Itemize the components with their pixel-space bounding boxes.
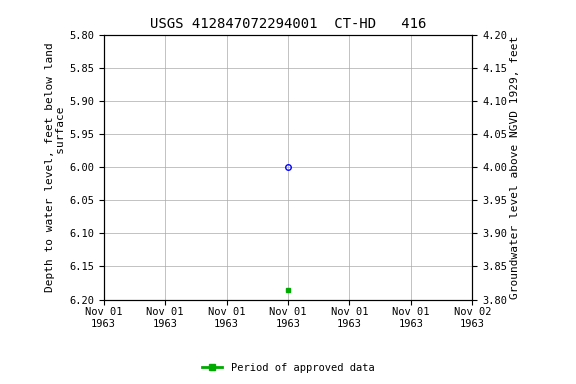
Title: USGS 412847072294001  CT-HD   416: USGS 412847072294001 CT-HD 416 [150,17,426,31]
Y-axis label: Groundwater level above NGVD 1929, feet: Groundwater level above NGVD 1929, feet [510,35,520,299]
Y-axis label: Depth to water level, feet below land
           surface: Depth to water level, feet below land su… [44,42,66,292]
Legend: Period of approved data: Period of approved data [198,359,378,377]
